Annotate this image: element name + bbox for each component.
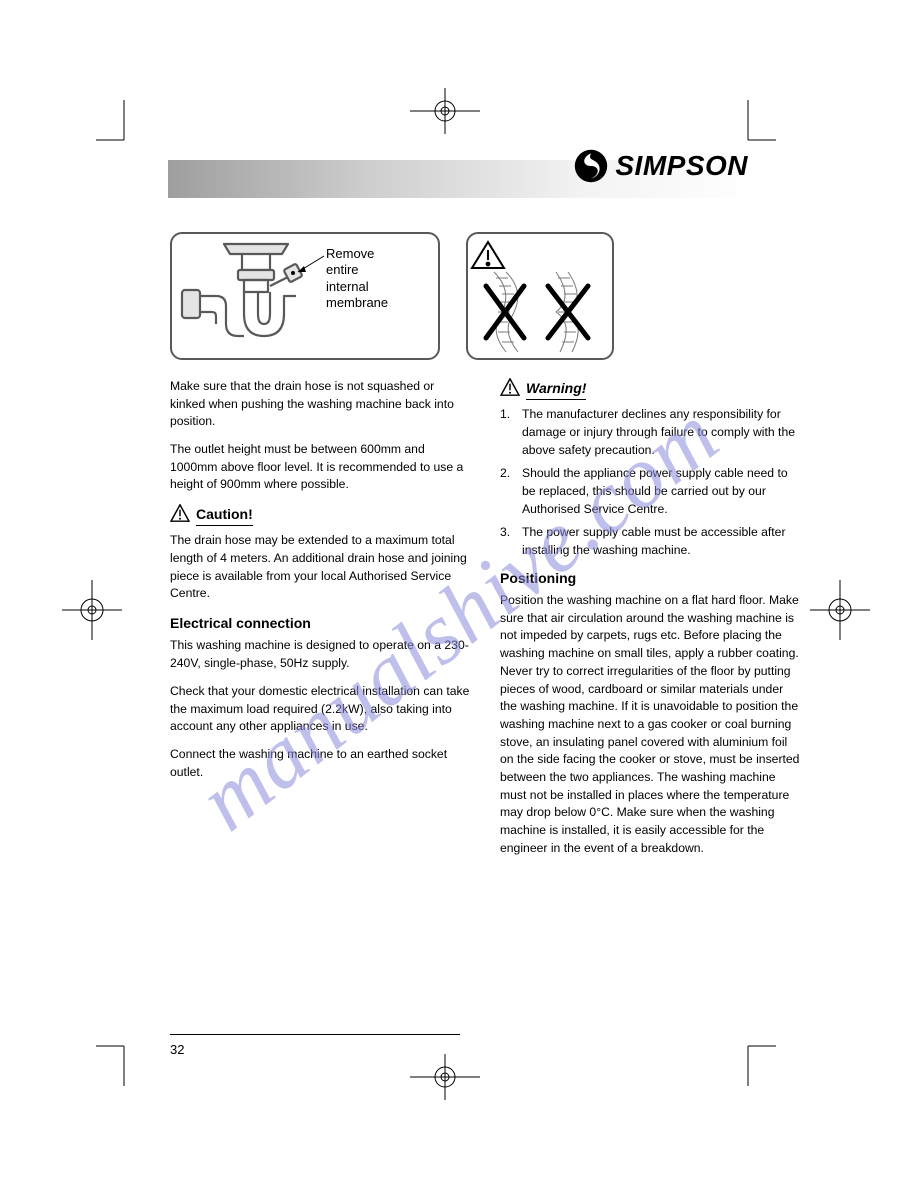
- section-electrical: Electrical connection: [170, 613, 470, 633]
- para-outlet-height: The outlet height must be between 600mm …: [170, 441, 470, 494]
- right-column: Warning! 1.The manufacturer declines any…: [500, 378, 800, 867]
- warning-label: Warning!: [526, 378, 586, 400]
- hose-kink-warning-icon: [470, 236, 614, 360]
- caution-heading: Caution!: [170, 504, 470, 526]
- figure-label-remove-membrane: Remove entire internal membrane: [326, 246, 388, 311]
- left-column: Make sure that the drain hose is not squ…: [170, 378, 470, 791]
- brand-logo: SIMPSON: [573, 148, 748, 184]
- figure-hose-warning: [466, 232, 614, 360]
- para-earthed: Connect the washing machine to an earthe…: [170, 746, 470, 781]
- section-positioning: Positioning: [500, 568, 800, 588]
- figure-sink-trap: [170, 232, 440, 360]
- para-hose-position: Make sure that the drain hose is not squ…: [170, 378, 470, 431]
- caution-label: Caution!: [196, 504, 253, 526]
- caution-triangle-icon: [170, 504, 190, 522]
- para-positioning: Position the washing machine on a flat h…: [500, 592, 800, 857]
- footer-rule: [170, 1034, 460, 1035]
- caution-body: The drain hose may be extended to a maxi…: [170, 532, 470, 603]
- brand-name: SIMPSON: [615, 150, 748, 182]
- warning-item-3: 3.The power supply cable must be accessi…: [500, 524, 800, 559]
- brand-mark-icon: [573, 148, 609, 184]
- sink-trap-diagram-icon: [176, 236, 326, 360]
- para-load: Check that your domestic electrical inst…: [170, 683, 470, 736]
- page-number: 32: [170, 1042, 184, 1057]
- warning-item-1: 1.The manufacturer declines any responsi…: [500, 406, 800, 459]
- warning-heading: Warning!: [500, 378, 800, 400]
- warning-item-2: 2.Should the appliance power supply cabl…: [500, 465, 800, 518]
- para-voltage: This washing machine is designed to oper…: [170, 637, 470, 672]
- warning-triangle-icon: [500, 378, 520, 396]
